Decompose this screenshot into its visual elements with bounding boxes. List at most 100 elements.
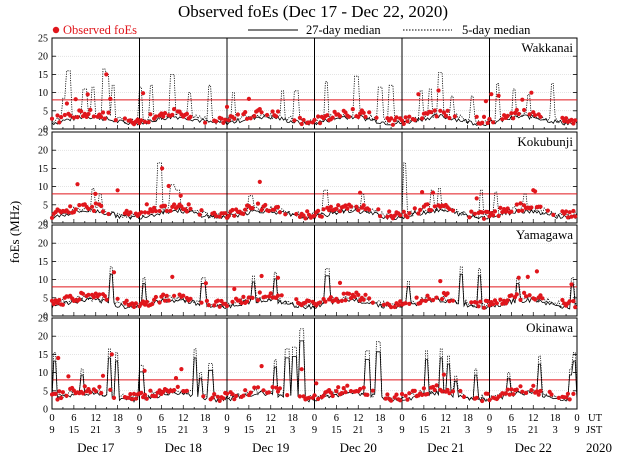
observed-point	[478, 299, 483, 304]
observed-point	[150, 301, 155, 307]
observed-point	[403, 115, 408, 120]
observed-point	[452, 114, 457, 119]
observed-point	[279, 293, 284, 298]
observed-point	[172, 107, 177, 112]
observed-point	[407, 211, 412, 216]
observed-point	[334, 206, 339, 211]
observed-point	[80, 391, 86, 396]
observed-point	[343, 298, 348, 303]
observed-point	[141, 299, 146, 304]
observed-point	[469, 209, 474, 214]
observed-point	[567, 210, 572, 215]
observed-point	[481, 216, 487, 221]
observed-point	[421, 386, 426, 391]
observed-point	[266, 208, 271, 214]
observed-point	[569, 214, 574, 219]
observed-point	[245, 299, 250, 304]
observed-point	[266, 390, 271, 395]
observed-point	[179, 367, 184, 372]
observed-point	[113, 118, 118, 123]
observed-point	[556, 395, 561, 400]
observed-point	[235, 112, 240, 117]
observed-point	[571, 391, 576, 396]
observed-point	[438, 108, 443, 113]
observed-point	[109, 352, 114, 357]
observed-point	[328, 204, 333, 209]
observed-point	[538, 204, 543, 209]
observed-point	[427, 296, 432, 301]
observed-point	[223, 117, 228, 122]
observed-point	[564, 116, 569, 121]
observed-point	[447, 391, 452, 396]
observed-point	[93, 201, 98, 206]
y-axis-label: foEs (MHz)	[7, 201, 22, 263]
observed-point	[485, 299, 490, 304]
y-tick-label: 20	[38, 52, 48, 63]
observed-point	[122, 116, 127, 121]
observed-point	[188, 296, 193, 301]
observed-point	[569, 282, 574, 287]
legend-observed-label: Observed foEs	[63, 23, 137, 37]
observed-point	[405, 119, 410, 124]
x-jst-label: 21	[528, 425, 539, 436]
observed-point	[172, 293, 177, 298]
observed-point	[99, 203, 104, 209]
x-hour-label: 18	[287, 413, 298, 424]
observed-point	[503, 209, 508, 214]
observed-point	[292, 118, 297, 123]
observed-point	[450, 389, 456, 394]
observed-point	[212, 303, 217, 308]
observed-point	[336, 299, 341, 304]
observed-point	[75, 115, 80, 120]
observed-point	[337, 114, 343, 119]
x-hour-label: 12	[528, 413, 539, 424]
observed-point	[259, 110, 264, 115]
observed-point	[425, 202, 430, 207]
observed-point	[425, 293, 430, 298]
observed-point	[430, 190, 436, 195]
observed-point	[60, 390, 65, 395]
observed-point	[405, 215, 410, 220]
observed-point	[221, 396, 226, 401]
observed-point	[161, 292, 166, 297]
observed-point	[102, 294, 107, 299]
observed-point	[184, 209, 189, 214]
observed-point	[91, 208, 96, 213]
observed-point	[337, 280, 343, 285]
observed-point	[356, 292, 361, 297]
observed-point	[509, 293, 514, 298]
observed-point	[316, 208, 321, 213]
x-hour-label: 0	[574, 413, 579, 424]
jst-label: JST	[586, 425, 603, 436]
observed-point	[306, 120, 312, 125]
observed-point	[111, 395, 117, 400]
observed-point	[142, 119, 148, 124]
observed-point	[522, 107, 527, 113]
observed-point	[403, 393, 408, 398]
observed-point	[266, 294, 271, 299]
observed-point	[232, 213, 237, 218]
observed-point	[487, 116, 492, 122]
observed-point	[203, 281, 208, 286]
observed-point	[474, 114, 479, 119]
panel-okinawa: 0 5 10 15 20 25 Okinawa	[38, 314, 578, 416]
x-hour-label: 12	[91, 413, 102, 424]
observed-point	[104, 297, 109, 302]
observed-point	[153, 294, 158, 300]
observed-point	[232, 116, 237, 121]
observed-point	[59, 395, 64, 401]
observed-point	[389, 398, 394, 403]
observed-point	[57, 389, 62, 394]
observed-point	[396, 302, 401, 308]
observed-point	[285, 393, 290, 398]
observed-point	[166, 183, 171, 189]
station-label: Yamagawa	[516, 227, 573, 242]
observed-point	[206, 303, 211, 308]
x-hour-label: 18	[375, 413, 386, 424]
observed-point	[467, 215, 472, 220]
observed-point	[514, 292, 519, 297]
observed-point	[534, 389, 540, 394]
x-hour-label: 6	[421, 413, 426, 424]
observed-point	[66, 374, 71, 379]
observed-point	[392, 213, 397, 218]
